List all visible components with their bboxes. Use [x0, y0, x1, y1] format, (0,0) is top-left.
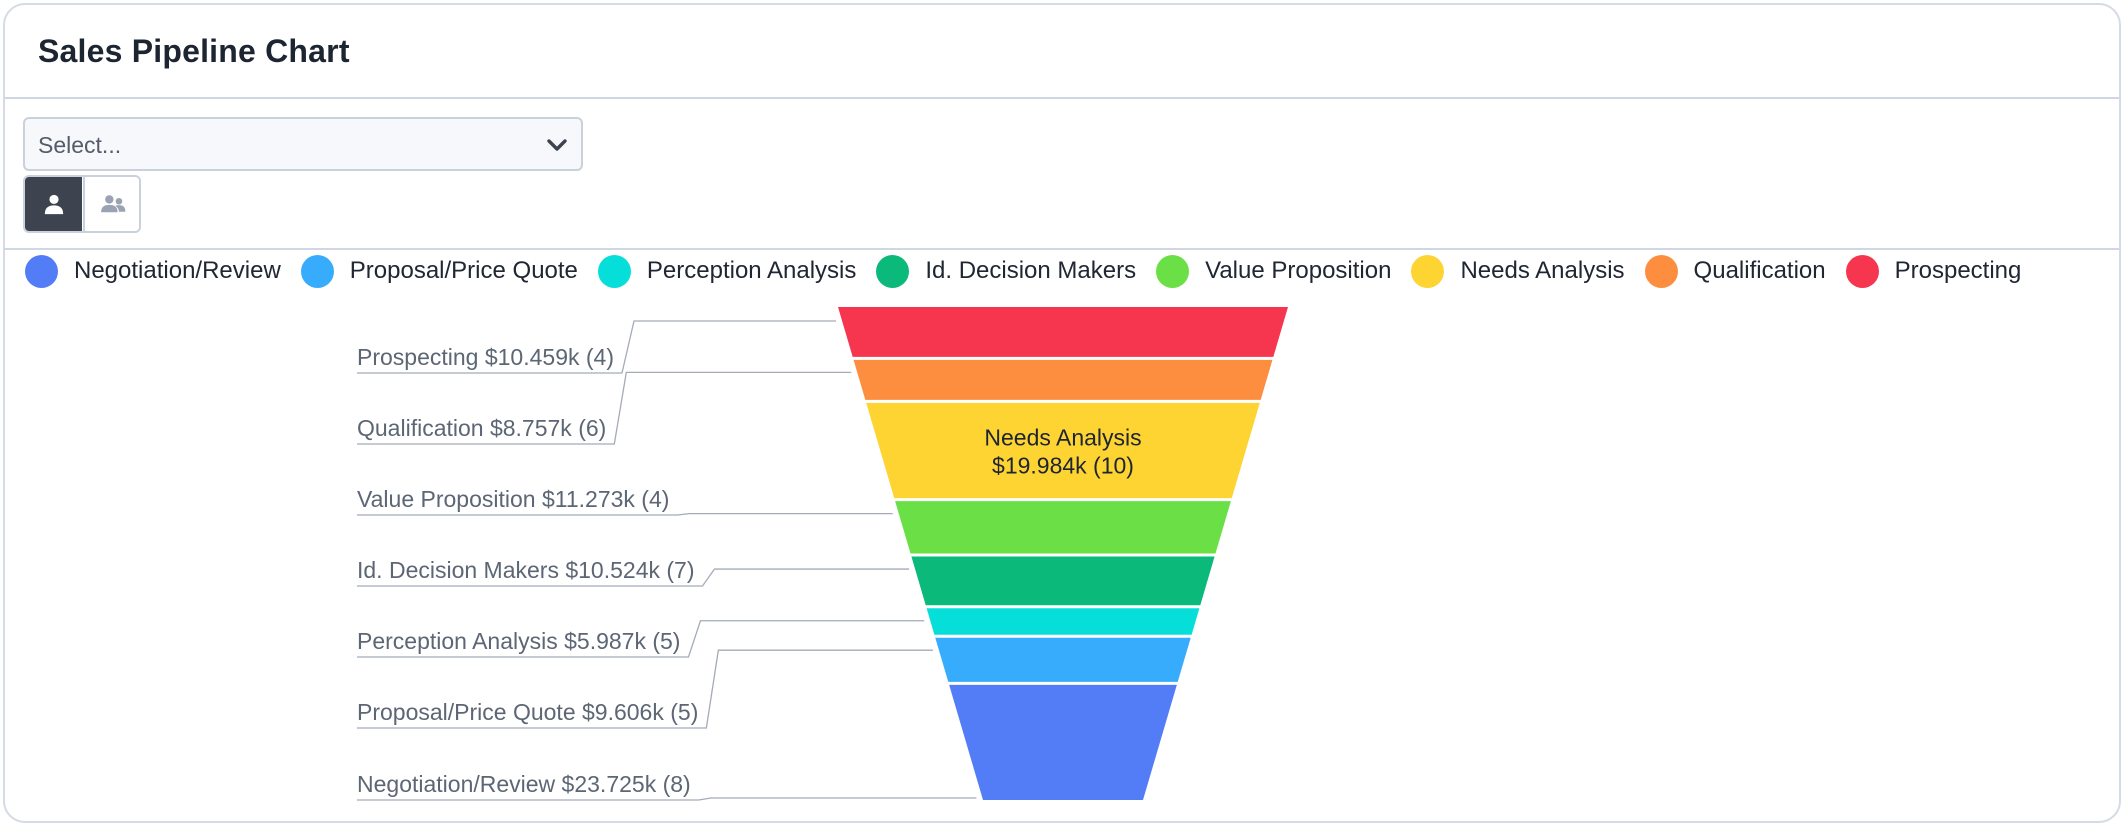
legend-label: Qualification — [1693, 257, 1826, 284]
legend-item[interactable]: Prospecting — [1845, 254, 2022, 288]
legend-item[interactable]: Proposal/Price Quote — [300, 254, 578, 288]
funnel-data-label: Id. Decision Makers $10.524k (7) — [357, 557, 695, 583]
user-icon — [44, 194, 63, 215]
legend-label: Proposal/Price Quote — [349, 257, 578, 284]
funnel-segment[interactable] — [866, 402, 1260, 499]
funnel-inner-label-value: $19.984k (10) — [992, 453, 1134, 479]
funnel-leader-line — [357, 320, 837, 374]
funnel-segment[interactable] — [911, 556, 1215, 606]
page-title: Sales Pipeline Chart — [38, 33, 350, 69]
funnel-data-label: Qualification $8.757k (6) — [357, 415, 606, 441]
funnel-inner-label-name: Needs Analysis — [984, 425, 1141, 451]
funnel-leader-line — [357, 371, 852, 445]
funnel-leader-line — [357, 797, 977, 801]
team-toggle-button[interactable] — [83, 177, 139, 231]
legend-item[interactable]: Qualification — [1644, 254, 1826, 288]
chevron-down-icon — [547, 139, 567, 151]
legend-item[interactable]: Value Proposition — [1156, 254, 1392, 288]
legend-label: Prospecting — [1894, 257, 2022, 284]
funnel-segment[interactable] — [935, 637, 1191, 682]
legend-marker — [597, 254, 631, 288]
users-icon — [100, 195, 125, 213]
legend-item[interactable]: Id. Decision Makers — [876, 254, 1137, 288]
funnel-data-label: Value Proposition $11.273k (4) — [357, 486, 669, 512]
legend-item[interactable]: Needs Analysis — [1411, 254, 1625, 288]
legend-marker — [1156, 254, 1190, 288]
funnel-segment[interactable] — [853, 359, 1273, 400]
select-placeholder: Select... — [38, 132, 122, 158]
legend-label: Negotiation/Review — [74, 257, 281, 284]
legend-item[interactable]: Perception Analysis — [597, 254, 857, 288]
legend-label: Needs Analysis — [1460, 257, 1625, 284]
legend-item[interactable]: Negotiation/Review — [25, 254, 281, 288]
funnel-leader-line — [357, 512, 893, 516]
legend-label: Value Proposition — [1205, 257, 1392, 284]
funnel-leader-line — [357, 568, 910, 587]
user-select-dropdown[interactable]: Select... — [23, 117, 583, 171]
legend-marker — [25, 254, 58, 288]
funnel-segment[interactable] — [926, 608, 1200, 635]
legend-label: Id. Decision Makers — [925, 257, 1137, 284]
funnel-leader-line — [357, 649, 933, 729]
funnel-leader-line — [357, 620, 925, 658]
funnel-segment[interactable] — [838, 307, 1288, 357]
funnel-data-label: Proposal/Price Quote $9.606k (5) — [357, 699, 698, 725]
single-user-toggle-button[interactable] — [25, 177, 82, 231]
funnel-segment[interactable] — [895, 501, 1231, 554]
funnel-data-label: Prospecting $10.459k (4) — [357, 344, 614, 370]
funnel-data-label: Perception Analysis $5.987k (5) — [357, 628, 680, 654]
view-toggle-group — [23, 175, 141, 233]
legend-marker — [1845, 254, 1879, 288]
legend-marker — [876, 254, 910, 288]
legend-marker — [1411, 254, 1445, 288]
legend-marker — [1644, 254, 1678, 288]
chart-legend: Negotiation/Review Proposal/Price Quote Pe… — [25, 251, 2041, 291]
funnel-data-label: Negotiation/Review $23.725k (8) — [357, 771, 691, 797]
legend-marker — [300, 254, 334, 288]
funnel-segment[interactable] — [949, 684, 1177, 800]
card-header: Sales Pipeline Chart — [5, 5, 2119, 99]
legend-label: Perception Analysis — [646, 257, 857, 284]
legend-divider — [5, 248, 2119, 250]
